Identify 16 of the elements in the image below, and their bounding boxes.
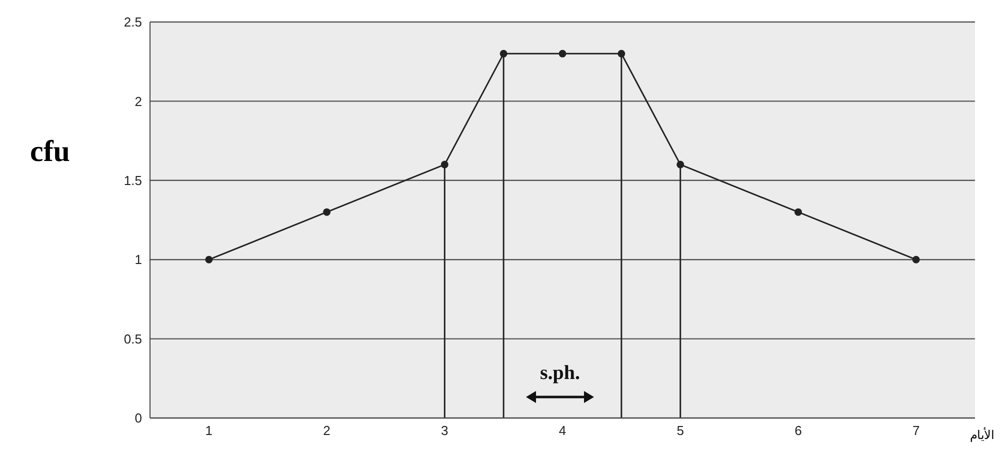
x-tick-label: 7: [912, 423, 920, 438]
y-tick-label: 2: [134, 94, 142, 109]
y-tick-label: 1: [134, 252, 142, 268]
x-tick-label: 2: [323, 423, 330, 438]
y-tick-label: 0: [134, 410, 142, 426]
x-tick-label: 3: [441, 423, 448, 438]
x-axis-title: الأيام: [970, 428, 994, 442]
y-tick-label: 0.5: [124, 331, 142, 346]
y-axis-title: cfu: [30, 135, 70, 169]
y-tick-label: 1.5: [124, 173, 142, 188]
x-tick-label: 1: [205, 423, 213, 438]
x-tick-label: 4: [558, 423, 566, 438]
x-tick-label: 5: [676, 423, 684, 438]
x-tick-label: 6: [794, 423, 802, 438]
annotation: s.ph.: [538, 362, 582, 385]
y-tick-label: 2.5: [124, 14, 142, 30]
